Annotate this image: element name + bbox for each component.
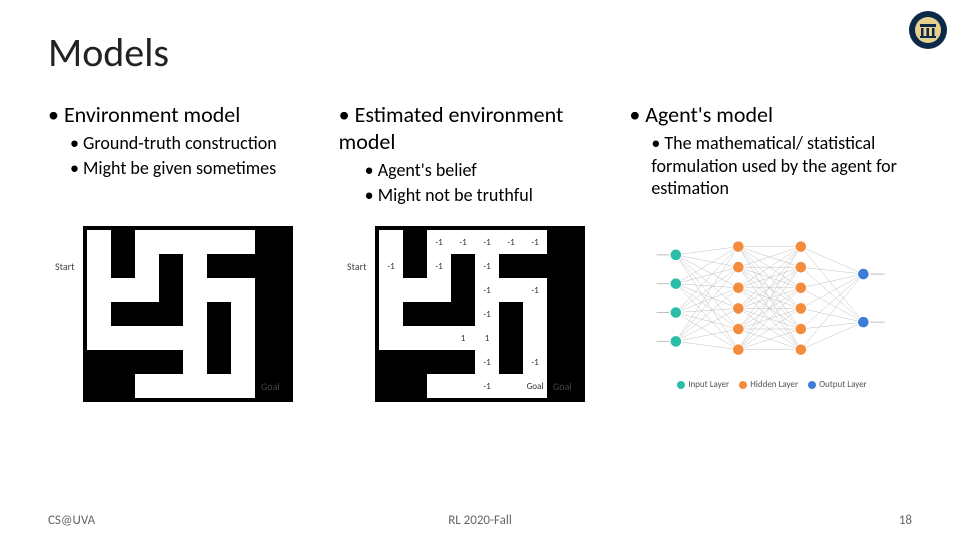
col-environment: Environment model Ground-truth construct… <box>48 101 331 208</box>
slide-title: Models <box>48 28 912 77</box>
bullet: Might be given sometimes <box>70 157 331 180</box>
nn-legend: Input LayerHidden LayerOutput Layer <box>647 379 897 390</box>
columns: Environment model Ground-truth construct… <box>48 101 912 208</box>
footer-right: 18 <box>899 513 912 528</box>
col-agent: Agent's model The mathematical/ statisti… <box>629 101 912 208</box>
maze-estimated: StartGoal-1-1-1-1-1-1-1-1-1-1-111-1-1-1G… <box>375 226 585 402</box>
bullet: The mathematical/ statistical formulatio… <box>651 132 912 200</box>
footer-center: RL 2020-Fall <box>448 513 512 528</box>
bullet: Agent's belief <box>365 159 622 182</box>
figures-row: StartGoal StartGoal-1-1-1-1-1-1-1-1-1-1-… <box>48 226 912 402</box>
col-heading: Environment model <box>48 101 331 128</box>
bullet: Might not be truthful <box>365 184 622 207</box>
footer-left: CS@UVA <box>48 513 95 528</box>
col-heading: Agent's model <box>629 101 912 128</box>
col-estimated: Estimated environment model Agent's beli… <box>339 101 622 208</box>
col-heading: Estimated environment model <box>339 101 622 155</box>
bullet: Ground-truth construction <box>70 132 331 155</box>
maze-groundtruth: StartGoal <box>83 226 293 402</box>
uva-logo <box>908 10 948 50</box>
neural-net-diagram: Input LayerHidden LayerOutput Layer <box>647 226 897 390</box>
